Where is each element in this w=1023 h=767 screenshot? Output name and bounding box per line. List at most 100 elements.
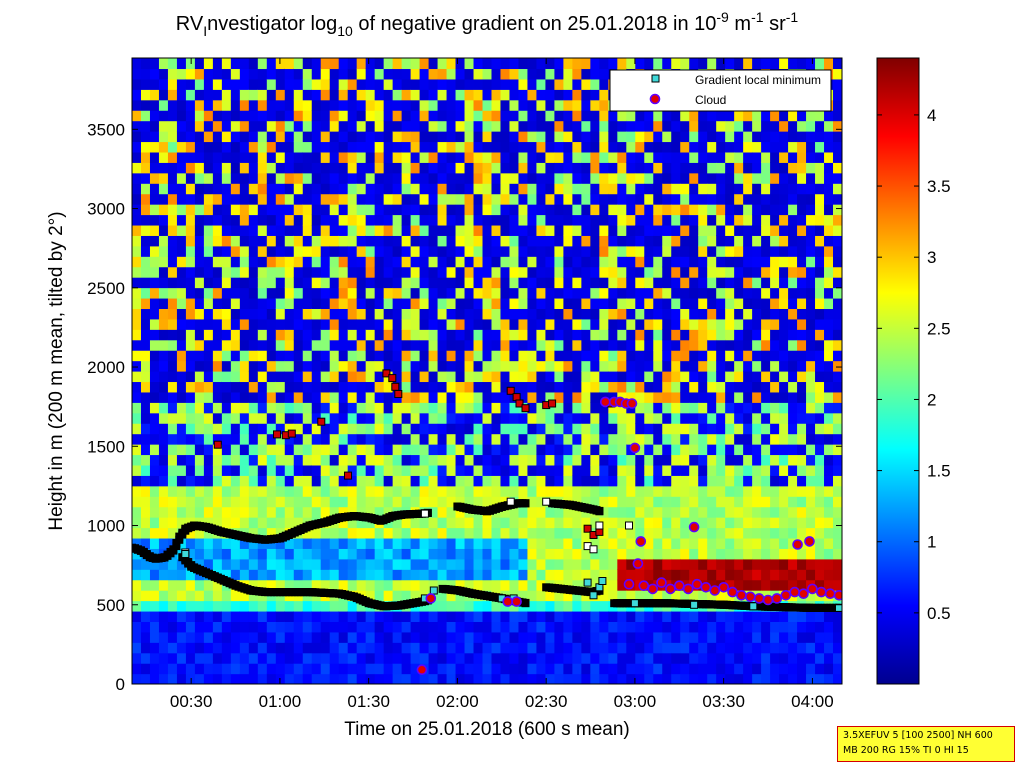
heatmap-cell [302, 485, 313, 497]
heatmap-cell [815, 391, 825, 403]
heatmap-cell [284, 204, 295, 216]
heatmap-cell [725, 308, 735, 320]
heatmap-cell [365, 663, 376, 675]
heatmap-cell [824, 391, 834, 403]
heatmap-cell [410, 318, 421, 330]
heatmap-cell [815, 141, 825, 153]
heatmap-cell [212, 454, 223, 466]
heatmap-cell [194, 610, 205, 622]
heatmap-cell [437, 58, 448, 70]
heatmap-cell [132, 444, 142, 456]
heatmap-cell [671, 204, 681, 216]
heatmap-cell [788, 621, 798, 633]
heatmap-cell [698, 621, 708, 633]
heatmap-cell [320, 339, 331, 351]
heatmap-cell [743, 256, 753, 268]
heatmap-cell [347, 297, 358, 309]
heatmap-cell [779, 517, 789, 529]
heatmap-cell [770, 297, 780, 309]
heatmap-cell [500, 517, 511, 529]
heatmap-cell [311, 68, 322, 80]
heatmap-cell [779, 496, 789, 508]
heatmap-cell [743, 527, 753, 539]
heatmap-cell [833, 110, 842, 122]
heatmap-cell [770, 569, 780, 581]
heatmap-cell [617, 266, 627, 278]
heatmap-cell [329, 350, 340, 362]
heatmap-cell [725, 350, 735, 362]
heatmap-cell [437, 120, 448, 132]
heatmap-cell [590, 423, 600, 435]
heatmap-cell [653, 297, 663, 309]
heatmap-cell [302, 131, 313, 143]
heatmap-cell [725, 454, 735, 466]
heatmap-cell [455, 569, 466, 581]
heatmap-cell [203, 579, 214, 591]
heatmap-cell [311, 162, 322, 174]
heatmap-cell [482, 485, 493, 497]
heatmap-cell [680, 287, 690, 299]
heatmap-cell [734, 204, 744, 216]
heatmap-cell [365, 579, 376, 591]
heatmap-cell [725, 391, 735, 403]
heatmap-cell [374, 381, 385, 393]
heatmap-cell [734, 162, 744, 174]
heatmap-cell [806, 245, 816, 257]
heatmap-cell [680, 610, 690, 622]
heatmap-cell [671, 391, 681, 403]
heatmap-cell [482, 193, 493, 205]
heatmap-cell [644, 214, 654, 226]
heatmap-cell [239, 224, 250, 236]
heatmap-cell [338, 350, 349, 362]
heatmap-cell [590, 235, 600, 247]
heatmap-cell [185, 204, 196, 216]
heatmap-cell [608, 318, 618, 330]
heatmap-cell [635, 360, 645, 372]
heatmap-cell [509, 631, 520, 643]
heatmap-cell [230, 621, 241, 633]
heatmap-cell [284, 423, 295, 435]
heatmap-cell [428, 663, 439, 675]
heatmap-cell [698, 329, 708, 341]
heatmap-cell [608, 162, 618, 174]
heatmap-cell [707, 475, 717, 487]
heatmap-cell [176, 214, 187, 226]
heatmap-cell [140, 214, 151, 226]
heatmap-cell [194, 204, 205, 216]
heatmap-cell [248, 527, 259, 539]
heatmap-cell [428, 141, 439, 153]
heatmap-cell [563, 558, 573, 570]
heatmap-cell [338, 663, 349, 675]
heatmap-cell [356, 172, 367, 184]
heatmap-cell [311, 131, 322, 143]
heatmap-cell [230, 464, 241, 476]
heatmap-cell [320, 537, 331, 549]
heatmap-cell [788, 204, 798, 216]
heatmap-cell [833, 621, 842, 633]
heatmap-cell [132, 433, 142, 445]
heatmap-cell [320, 412, 331, 424]
heatmap-cell [662, 287, 672, 299]
heatmap-cell [356, 402, 367, 414]
heatmap-cell [176, 579, 187, 591]
heatmap-cell [428, 621, 439, 633]
heatmap-cell [338, 537, 349, 549]
heatmap-cell [203, 287, 214, 299]
heatmap-cell [608, 642, 618, 654]
heatmap-cell [329, 78, 340, 90]
heatmap-cell [563, 266, 573, 278]
heatmap-cell [455, 245, 466, 257]
heatmap-cell [158, 371, 169, 383]
heatmap-cell [626, 350, 636, 362]
heatmap-cell [572, 673, 582, 684]
heatmap-cell [536, 527, 547, 539]
heatmap-cell [239, 245, 250, 257]
heatmap-cell [302, 610, 313, 622]
heatmap-cell [428, 151, 439, 163]
heatmap-cell [626, 433, 636, 445]
heatmap-cell [815, 548, 825, 560]
heatmap-cell [653, 506, 663, 518]
heatmap-cell [527, 590, 538, 602]
heatmap-cell [626, 673, 636, 684]
heatmap-cell [473, 548, 484, 560]
